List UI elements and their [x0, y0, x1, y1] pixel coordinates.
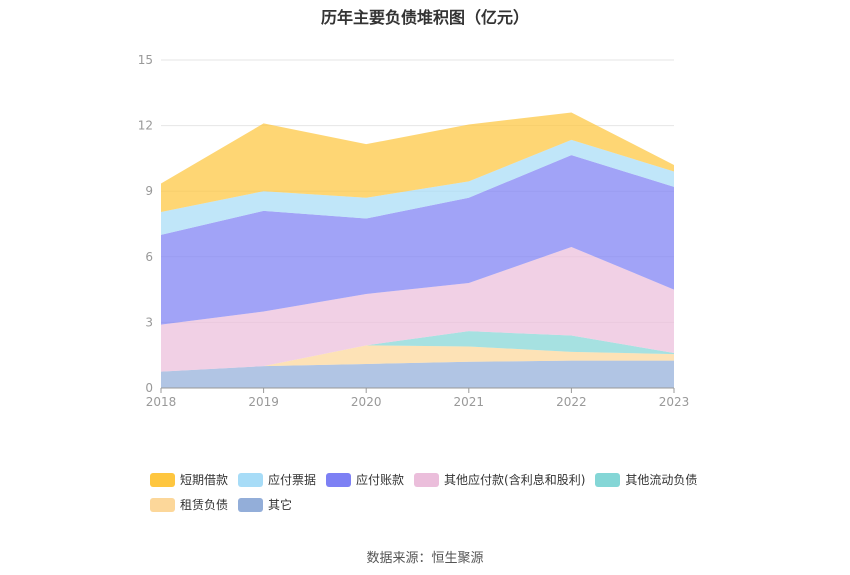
- y-tick-label: 6: [145, 250, 153, 264]
- axes: 0 3 6 9 12 15 2018 2019 2020 2021 2022 2023: [138, 53, 690, 409]
- x-tick-label: 2020: [351, 395, 382, 409]
- stacked-area-chart: 0 3 6 9 12 15 2018 2019 2020 2021 2022 2023: [138, 53, 690, 409]
- area-series: [161, 112, 674, 388]
- legend-item[interactable]: 应付票据: [238, 471, 316, 488]
- area-series-其他应付款(含利息和股利): [161, 246, 674, 372]
- legend-label: 其他流动负债: [625, 473, 698, 487]
- legend-swatch: [238, 472, 264, 487]
- legend-label: 租赁负债: [180, 498, 229, 512]
- legend-swatch: [414, 472, 440, 487]
- x-tick-label: 2022: [556, 395, 587, 409]
- legend-item[interactable]: 其他应付款(含利息和股利): [414, 471, 585, 488]
- area-series-应付账款: [161, 155, 674, 325]
- legend-label: 短期借款: [180, 473, 229, 487]
- area-series-短期借款: [161, 112, 674, 212]
- legend-label: 应付票据: [268, 473, 317, 487]
- x-tick-label: 2018: [146, 395, 177, 409]
- chart-title: 历年主要负债堆积图（亿元）: [320, 8, 529, 27]
- legend-swatch: [595, 472, 621, 487]
- y-tick-label: 12: [138, 119, 153, 133]
- y-tick-label: 0: [145, 381, 153, 395]
- area-series-应付票据: [161, 139, 674, 235]
- y-tick-label: 9: [145, 184, 153, 198]
- legend-label: 其他应付款(含利息和股利): [444, 473, 586, 487]
- legend-item[interactable]: 其他流动负债: [595, 471, 697, 488]
- legend-label: 其它: [268, 498, 293, 512]
- y-tick-label: 3: [145, 315, 153, 329]
- legend-item[interactable]: 短期借款: [150, 471, 228, 488]
- area-series-其它: [161, 360, 674, 388]
- y-tick-label: 15: [138, 53, 153, 67]
- legend-item[interactable]: 应付账款: [326, 471, 404, 488]
- legend-item[interactable]: 其它: [238, 496, 292, 513]
- legend-swatch: [326, 472, 352, 487]
- legend-swatch: [150, 472, 175, 487]
- legend: 短期借款 应付票据 应付账款 其他应付款(含利息和股利) 其他流动负债租赁负债 其它: [150, 471, 730, 521]
- x-tick-label: 2023: [659, 395, 690, 409]
- x-tick-label: 2019: [248, 395, 279, 409]
- source-note: 数据来源：恒生聚源: [366, 551, 484, 566]
- legend-label: 应付账款: [356, 473, 405, 487]
- legend-item[interactable]: 租赁负债: [150, 496, 228, 513]
- x-tick-label: 2021: [454, 395, 485, 409]
- legend-swatch: [238, 497, 264, 512]
- area-series-租赁负债: [161, 345, 674, 372]
- legend-swatch: [150, 497, 175, 512]
- area-series-其他流动负债: [161, 331, 674, 372]
